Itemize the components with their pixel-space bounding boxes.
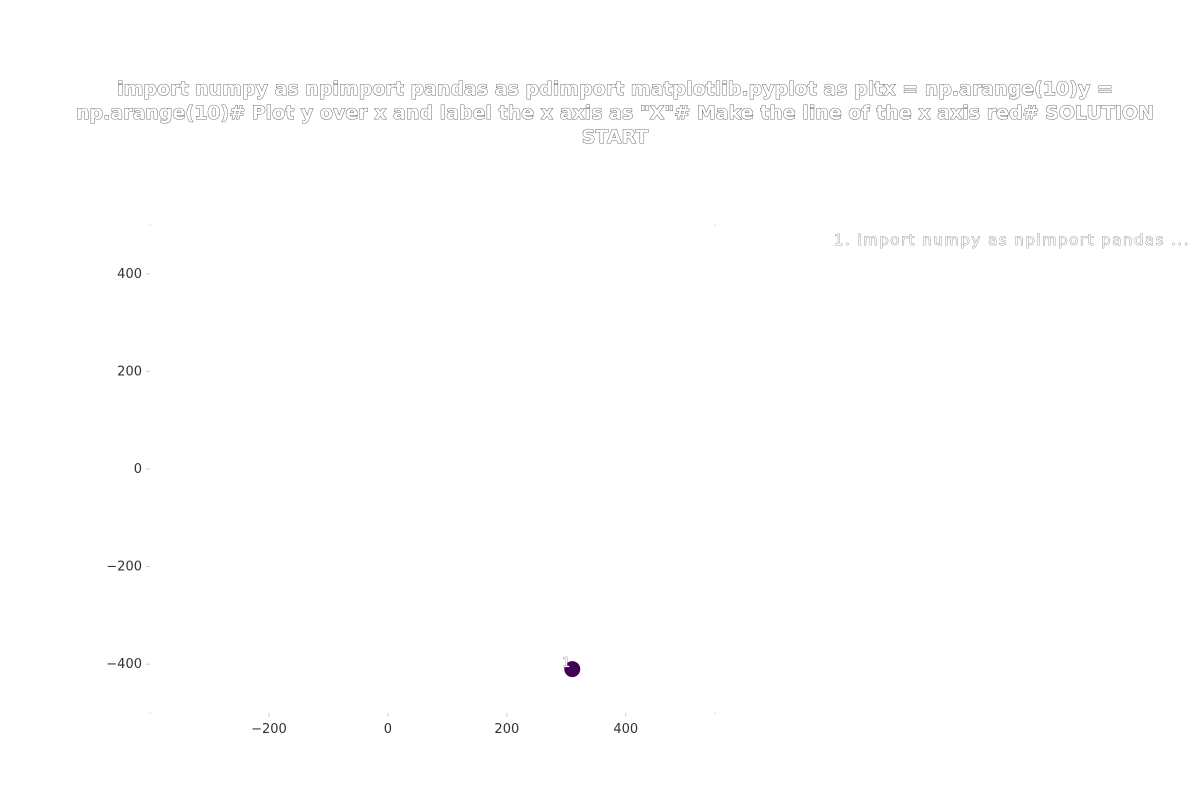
data-point-label: 1 (562, 656, 570, 671)
plot-corner-mark (149, 224, 151, 226)
legend: 1. import numpy as npimport pandas ... (834, 231, 1190, 250)
plot-corner-mark (714, 224, 716, 226)
y-axis: 400 200 0 −200 −400 (106, 267, 150, 672)
plot-corner-mark (149, 712, 151, 714)
y-tick-label: 200 (117, 364, 142, 379)
chart-title: import numpy as npimport pandas as pdimp… (76, 78, 1155, 149)
chart-title-line: START (582, 126, 649, 148)
x-axis: −200 0 200 400 (251, 713, 638, 737)
y-tick-label: 0 (134, 462, 142, 477)
y-tick-label: −400 (106, 657, 142, 672)
data-point (564, 661, 581, 678)
chart-title-line: import numpy as npimport pandas as pdimp… (117, 78, 1113, 100)
plot-frame (149, 224, 716, 714)
y-tick-label: 400 (117, 267, 142, 282)
plot-corner-mark (714, 712, 716, 714)
x-tick-label: −200 (251, 722, 287, 737)
x-tick-label: 200 (494, 722, 519, 737)
x-tick-label: 0 (384, 722, 392, 737)
data-points: 1 (562, 656, 581, 678)
x-tick-label: 400 (613, 722, 638, 737)
legend-entry: 1. import numpy as npimport pandas ... (834, 231, 1190, 249)
y-tick-label: −200 (106, 560, 142, 575)
chart-title-line: np.arange(10)# Plot y over x and label t… (76, 102, 1154, 124)
